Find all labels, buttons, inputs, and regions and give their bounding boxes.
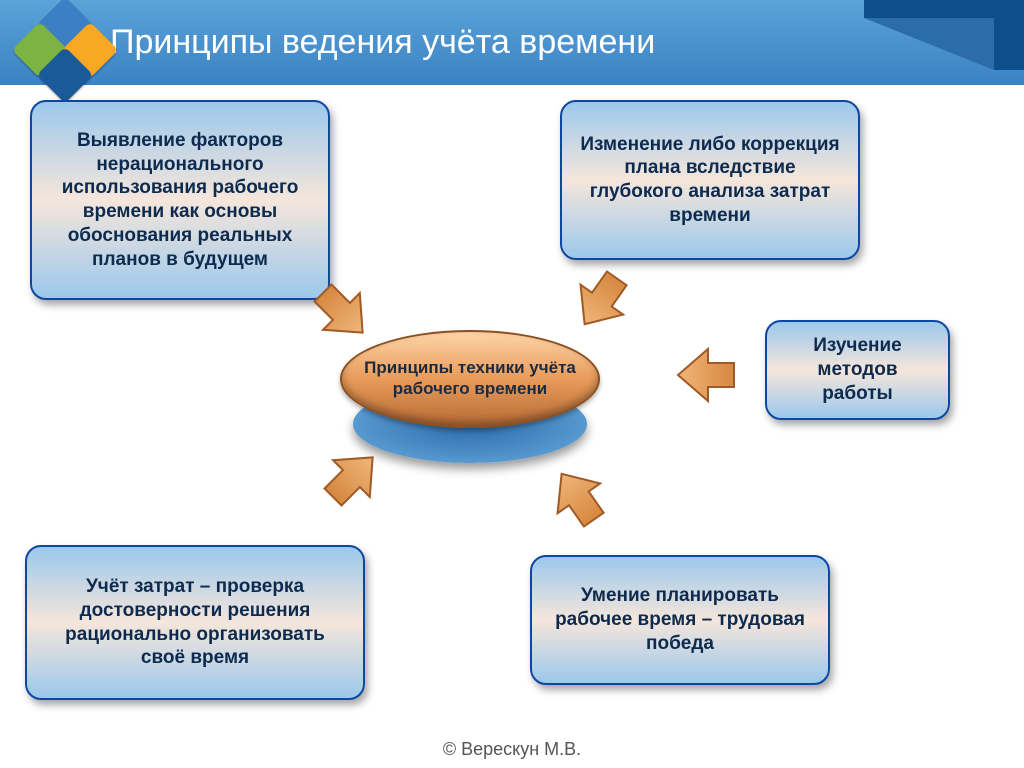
diagram-area: Принципы техники учёта рабочего времени … bbox=[0, 85, 1024, 768]
info-box-top-left: Выявление факторов нерационального испол… bbox=[30, 100, 330, 300]
slide-title: Принципы ведения учёта времени bbox=[110, 23, 655, 62]
corner-decoration bbox=[864, 0, 1024, 70]
box-label: Учёт затрат – проверка достоверности реш… bbox=[45, 575, 345, 670]
info-box-right: Изучение методов работы bbox=[765, 320, 950, 420]
box-label: Изучение методов работы bbox=[785, 334, 930, 405]
info-box-bottom-left: Учёт затрат – проверка достоверности реш… bbox=[25, 545, 365, 700]
info-box-bottom-right: Умение планировать рабочее время – трудо… bbox=[530, 555, 830, 685]
logo-diamonds bbox=[20, 5, 110, 95]
arrow-icon bbox=[524, 444, 635, 555]
box-label: Умение планировать рабочее время – трудо… bbox=[550, 584, 810, 655]
center-ellipse: Принципы техники учёта рабочего времени bbox=[340, 330, 600, 460]
box-label: Изменение либо коррекция плана вследстви… bbox=[580, 133, 840, 228]
center-label: Принципы техники учёта рабочего времени bbox=[362, 358, 578, 399]
slide-header: Принципы ведения учёта времени bbox=[0, 0, 1024, 85]
ellipse-disc: Принципы техники учёта рабочего времени bbox=[340, 330, 600, 428]
info-box-top-right: Изменение либо коррекция плана вследстви… bbox=[560, 100, 860, 260]
box-label: Выявление факторов нерационального испол… bbox=[50, 129, 310, 272]
arrow-icon bbox=[670, 335, 750, 415]
footer-credit: © Верескун М.В. bbox=[0, 739, 1024, 760]
